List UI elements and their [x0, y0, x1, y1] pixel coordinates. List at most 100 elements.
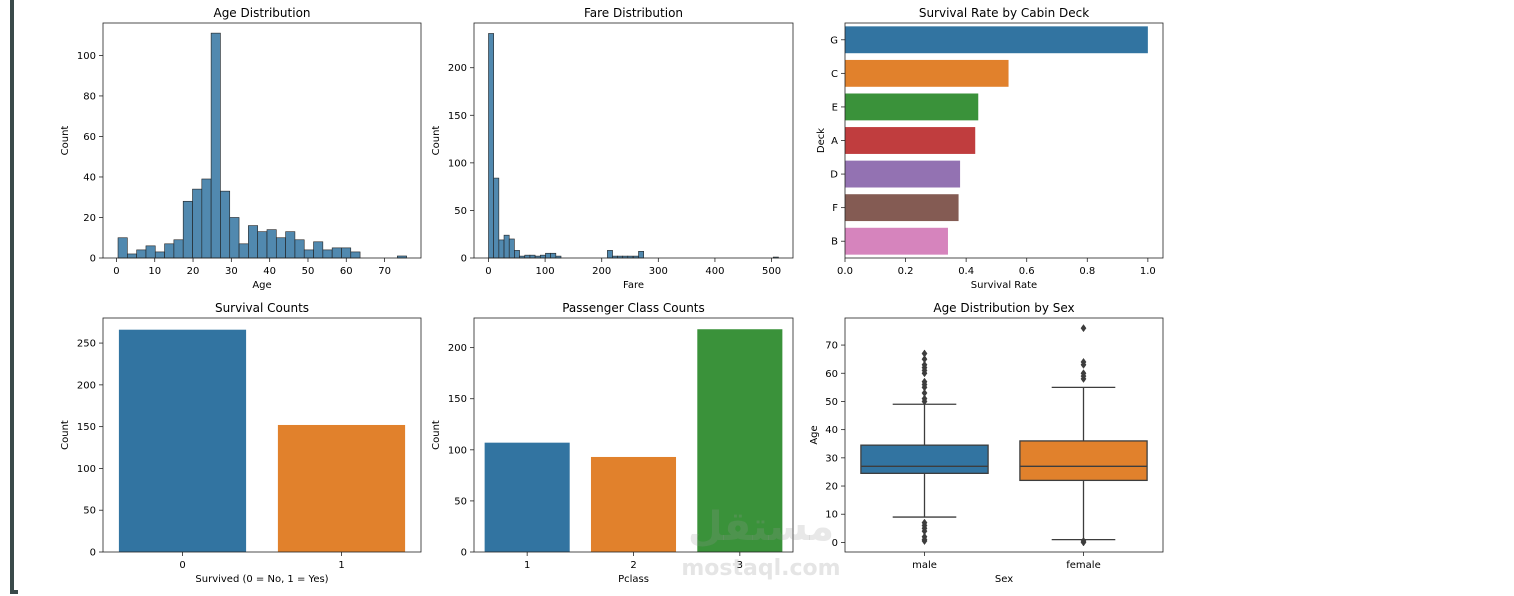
pclass-bar-1 — [484, 442, 570, 552]
fare-ytick-label: 150 — [448, 111, 467, 122]
pclass-axes-frame — [473, 317, 794, 553]
age-xtick-label: 30 — [225, 266, 238, 277]
fare-xtick-label: 100 — [536, 266, 555, 277]
chart-fare-distribution: 0 50 100 150 200 0 100 200 300 400 500 Fare Distrib… — [431, 6, 794, 291]
deck-bar-F — [845, 194, 959, 222]
age-hist-bar — [173, 239, 184, 259]
age-hist-bar — [341, 247, 352, 259]
survived-title: Survival Counts — [215, 301, 309, 315]
age-ylabel: Count — [60, 126, 71, 156]
age-ytick-label: 0 — [90, 254, 96, 265]
age-hist-bar — [220, 190, 231, 259]
agesex-ytick-label: 0 — [832, 538, 838, 549]
age-hist-bar — [192, 188, 203, 259]
age-hist-bar — [154, 251, 165, 259]
age-hist-bar — [229, 217, 240, 259]
male-outlier — [921, 394, 928, 403]
survived-ytick-label: 150 — [77, 422, 96, 433]
female-outlier — [1080, 369, 1087, 378]
age-hist-bar — [313, 241, 324, 259]
deck-bar-G — [845, 26, 1148, 54]
age-title: Age Distribution — [213, 6, 310, 20]
male-box — [860, 444, 989, 474]
fare-hist-bar — [607, 250, 613, 259]
pclass-ytick-label: 200 — [448, 343, 467, 354]
agesex-xtick-label: female — [1066, 560, 1100, 571]
survived-ytick-label: 100 — [77, 464, 96, 475]
deck-ytick-label: F — [832, 203, 838, 214]
agesex-ytick-label: 40 — [825, 425, 838, 436]
deck-xtick-label: 0.6 — [1019, 266, 1035, 277]
survived-xlabel: Survived (0 = No, 1 = Yes) — [195, 574, 328, 585]
fare-xtick-label: 400 — [705, 266, 724, 277]
fare-ytick-label: 100 — [448, 158, 467, 169]
deck-axes-frame — [844, 22, 1164, 259]
fare-hist-bar — [524, 254, 531, 259]
survived-ytick-label: 0 — [90, 548, 96, 559]
age-hist-bar — [331, 247, 342, 259]
age-hist-bar — [210, 32, 221, 259]
fare-xtick-label: 300 — [649, 266, 668, 277]
survived-bar-0 — [118, 329, 247, 552]
age-xtick-label: 0 — [113, 266, 119, 277]
pclass-xlabel: Pclass — [618, 574, 649, 585]
age-hist-bar — [303, 249, 314, 259]
fare-hist-bar — [638, 251, 644, 259]
agesex-xtick-label: male — [912, 560, 937, 571]
fare-ytick-label: 0 — [461, 254, 467, 265]
fare-hist-bar — [550, 252, 557, 259]
age-ytick-label: 60 — [83, 132, 96, 143]
age-hist-bar — [145, 245, 156, 259]
deck-xtick-label: 0.8 — [1079, 266, 1095, 277]
deck-bar-B — [845, 227, 948, 255]
pclass-ytick-label: 50 — [454, 496, 467, 507]
chart-pclass: 1 2 3 0 50 100 150 200 Passenger Class Counts Pcl… — [431, 301, 794, 585]
male-outlier — [921, 388, 928, 398]
fare-xtick-label: 200 — [592, 266, 611, 277]
deck-xtick-label: 1.0 — [1140, 266, 1156, 277]
deck-ytick-label: B — [831, 237, 838, 248]
age-ytick-label: 100 — [77, 51, 96, 62]
fare-hist-bar — [529, 254, 536, 259]
fare-hist-bar — [508, 238, 515, 259]
age-hist-bar — [350, 251, 361, 259]
survived-bar-1 — [277, 424, 406, 552]
pclass-ytick-label: 100 — [448, 445, 467, 456]
fare-hist-bar — [514, 250, 520, 259]
age-hist-bar — [182, 200, 193, 259]
pclass-xtick-label: 3 — [737, 560, 743, 571]
agesex-ytick-label: 20 — [825, 482, 838, 493]
agesex-ytick-label: 30 — [825, 453, 838, 464]
age-axes-frame — [102, 22, 422, 259]
deck-ytick-label: G — [830, 35, 838, 46]
fare-ylabel: Count — [431, 126, 442, 156]
fare-hist-bar — [493, 177, 500, 259]
fare-axes-frame — [473, 22, 794, 259]
age-hist-bar — [285, 231, 296, 259]
deck-ytick-label: C — [831, 69, 838, 80]
age-hist-bar — [164, 243, 175, 259]
survived-xtick-label: 0 — [179, 560, 185, 571]
survived-ylabel: Count — [60, 420, 71, 450]
age-ytick-label: 20 — [83, 213, 96, 224]
deck-ytick-label: E — [832, 102, 838, 113]
survived-xtick-label: 1 — [338, 560, 344, 571]
age-xtick-label: 10 — [148, 266, 161, 277]
age-hist-bar — [117, 237, 128, 259]
agesex-title: Age Distribution by Sex — [933, 301, 1074, 315]
agesex-ytick-label: 10 — [825, 510, 838, 521]
age-xlabel: Age — [252, 280, 271, 291]
age-ytick-label: 80 — [83, 91, 96, 102]
male-outlier — [921, 349, 928, 358]
chart-age-by-sex: male female 0 10 20 30 40 50 60 70 Age Distributio… — [809, 301, 1164, 585]
pclass-title: Passenger Class Counts — [562, 301, 705, 315]
fare-hist-bar — [545, 252, 551, 259]
fare-hist-bar — [539, 254, 546, 259]
male-outlier — [921, 532, 928, 541]
fare-xtick-label: 500 — [762, 266, 781, 277]
fare-xtick-label: 0 — [485, 266, 491, 277]
deck-xtick-label: 0.0 — [837, 266, 853, 277]
pclass-bar-3 — [697, 329, 783, 552]
pclass-ytick-label: 150 — [448, 394, 467, 405]
